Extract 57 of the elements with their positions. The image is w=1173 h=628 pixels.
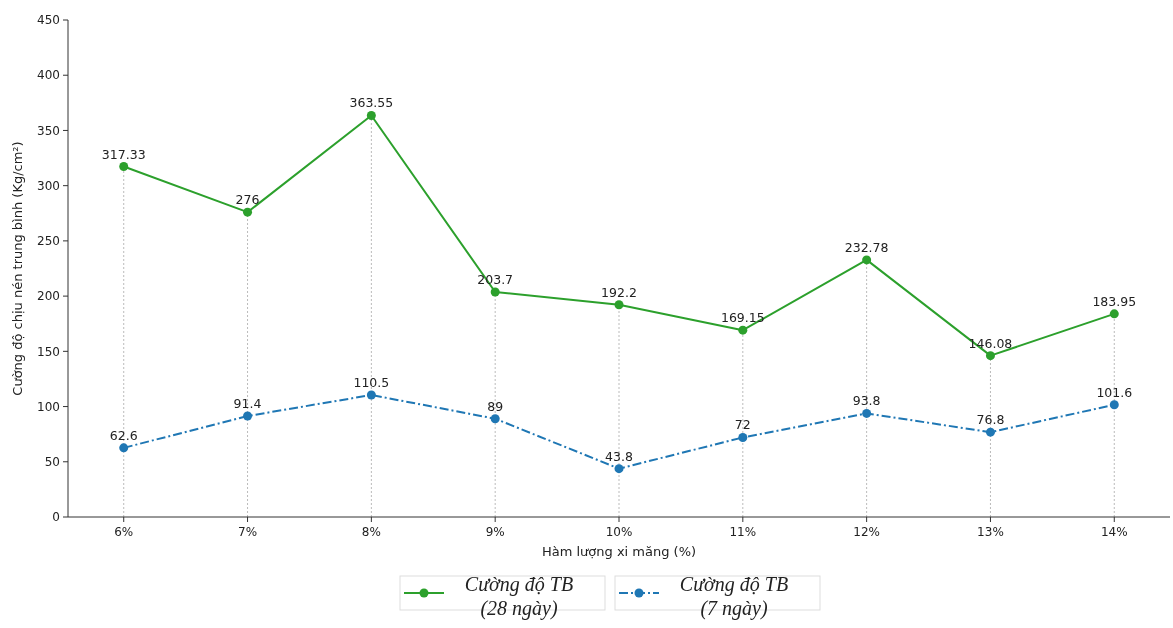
point <box>366 390 376 400</box>
point <box>738 325 748 335</box>
point <box>985 351 995 361</box>
point <box>614 464 624 474</box>
data-label: 110.5 <box>353 374 390 390</box>
x-tick-label: 11% <box>729 525 757 539</box>
y-tick-label: 200 <box>37 289 60 304</box>
x-tick-label: 10% <box>605 525 633 539</box>
y-tick-label: 350 <box>37 123 60 138</box>
point <box>614 300 624 310</box>
point <box>119 443 129 453</box>
y-tick-label: 150 <box>37 344 60 359</box>
y-tick-label: 0 <box>52 510 60 525</box>
x-tick-label: 8% <box>361 525 381 539</box>
y-axis-title: Cường độ chịu nén trung bình (Kg/cm²) <box>10 141 25 396</box>
data-label: 43.8 <box>605 448 633 464</box>
point <box>119 162 129 172</box>
data-label: 183.95 <box>1092 293 1137 309</box>
point <box>862 408 872 418</box>
data-label: 192.2 <box>601 284 637 300</box>
x-tick-label: 7% <box>238 525 258 539</box>
x-axis-title: Hàm lượng xi măng (%) <box>541 544 697 559</box>
x-tick-label: 14% <box>1100 525 1128 539</box>
point <box>243 411 253 421</box>
x-tick-label: 9% <box>485 525 505 539</box>
point <box>1109 309 1119 319</box>
point <box>738 432 748 442</box>
y-tick-label: 50 <box>44 454 60 469</box>
data-label: 169.15 <box>720 310 765 326</box>
y-tick-label: 450 <box>37 13 60 28</box>
point <box>985 427 995 437</box>
point <box>243 207 253 217</box>
legend-label: Cường độ TB (7 ngày) <box>679 573 789 620</box>
y-tick-label: 300 <box>37 178 60 193</box>
data-label: 62.6 <box>109 427 138 443</box>
data-label: 89 <box>487 398 504 414</box>
y-tick-label: 400 <box>37 68 60 83</box>
y-tick-label: 250 <box>37 234 60 249</box>
data-label: 232.78 <box>844 239 889 255</box>
data-label: 93.8 <box>852 393 881 409</box>
data-label: 101.6 <box>1096 384 1133 400</box>
point <box>366 110 376 120</box>
legend-label: Cường độ TB (28 ngày) <box>464 573 574 620</box>
x-tick-label: 6% <box>114 525 134 539</box>
x-tick-label: 12% <box>853 525 880 539</box>
data-label: 317.33 <box>101 146 146 162</box>
point <box>490 414 500 424</box>
data-label: 76.8 <box>976 412 1005 428</box>
point <box>1109 400 1119 410</box>
point <box>862 255 872 265</box>
data-label: 91.4 <box>233 396 262 412</box>
data-label: 72 <box>734 417 751 433</box>
x-tick-label: 13% <box>977 525 1004 539</box>
point <box>490 287 500 297</box>
data-label: 276 <box>235 192 260 208</box>
y-tick-label: 100 <box>37 399 60 414</box>
data-label: 363.55 <box>349 95 394 111</box>
